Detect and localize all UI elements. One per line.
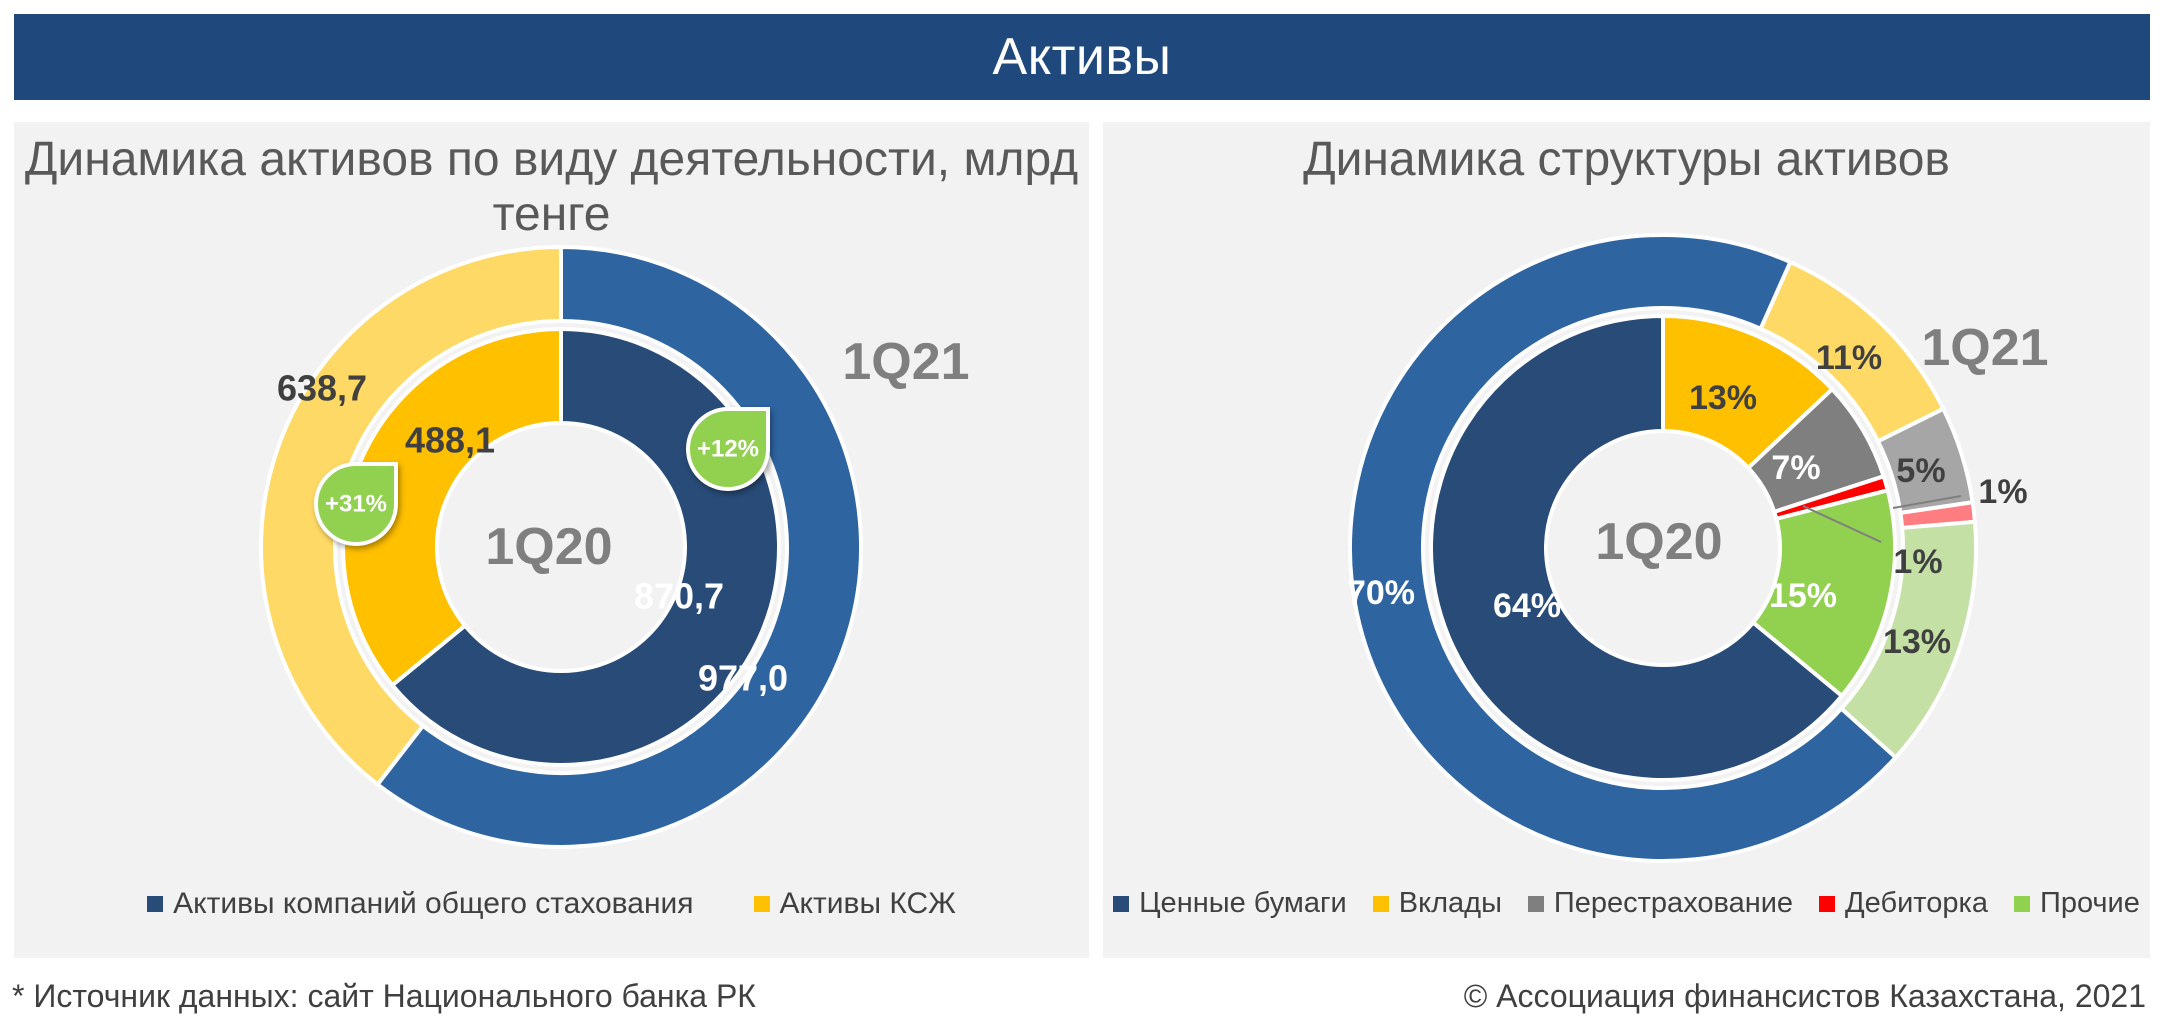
- header-banner: Активы: [14, 14, 2150, 100]
- legend-item: Ценные бумаги: [1113, 887, 1347, 920]
- inner-ring-slice: [1750, 487, 1897, 699]
- assets-structure-chart: 64% 13% 7% 15% 70% 11% 5% 13% 1% 1% 1Q20 1Q21: [1347, 233, 2049, 863]
- chart-legend: Ценные бумаги Вклады Перестрахование Деб…: [1103, 887, 2150, 920]
- data-label: 70%: [1347, 574, 1415, 612]
- data-label: 64%: [1493, 587, 1561, 625]
- data-label: 11%: [1816, 339, 1882, 377]
- legend-item: Дебиторка: [1819, 887, 1988, 920]
- legend-item: Активы компаний общего стахования: [147, 887, 694, 921]
- ring-label: 1Q20: [485, 518, 612, 576]
- data-label: 638,7: [277, 368, 367, 409]
- data-label: 488,1: [405, 420, 495, 461]
- legend-item: Вклады: [1372, 887, 1502, 920]
- growth-badge-shape: [313, 462, 398, 547]
- legend-label: Активы КСЖ: [779, 887, 956, 920]
- legend-swatch: [2013, 895, 2030, 912]
- outer-ring-slice: [374, 244, 863, 849]
- growth-badge: +12%: [685, 407, 770, 492]
- legend-swatch: [1113, 895, 1130, 912]
- data-label: 7%: [1771, 449, 1820, 487]
- source-note: * Источник данных: сайт Национального ба…: [12, 978, 756, 1014]
- data-label: 1%: [1978, 473, 2027, 511]
- legend-swatch: [1819, 895, 1836, 912]
- legend-label: Вклады: [1398, 887, 1502, 919]
- legend-swatch: [147, 896, 164, 912]
- data-label: 13%: [1689, 379, 1757, 417]
- growth-badge: +31%: [313, 462, 398, 547]
- inner-ring-slice: [1429, 313, 1845, 782]
- legend-label: Прочие: [2039, 887, 2140, 919]
- ring-label: 1Q21: [842, 333, 969, 391]
- chart-legend: Активы компаний общего стахования Активы…: [14, 887, 1089, 921]
- legend-item: Прочие: [2013, 887, 2140, 920]
- data-label: 1%: [1893, 543, 1942, 581]
- legend-swatch: [1372, 895, 1389, 912]
- outer-ring-slice: [259, 244, 563, 788]
- chart-title: Динамика активов по виду деятельности, м…: [24, 133, 1079, 241]
- legend-label: Ценные бумаги: [1139, 887, 1347, 919]
- legend-label: Активы компаний общего стахования: [173, 887, 694, 920]
- assets-structure-panel: Динамика структуры активов 64% 13% 7% 15% 70…: [1103, 122, 2150, 958]
- legend-item: Активы КСЖ: [753, 887, 956, 921]
- data-label: 15%: [1769, 577, 1837, 615]
- leader-line: [1892, 495, 1962, 509]
- assets-by-activity-panel: Динамика активов по виду деятельности, м…: [14, 122, 1089, 958]
- leader-line: [1802, 505, 1882, 543]
- growth-badge-label: +31%: [325, 491, 387, 518]
- data-label: 13%: [1883, 623, 1951, 661]
- data-label: 977,0: [698, 658, 788, 699]
- ring-label: 1Q21: [1921, 319, 2048, 377]
- growth-badge-shape: [685, 407, 770, 492]
- legend-item: Перестрахование: [1527, 887, 1794, 920]
- data-label: 5%: [1896, 452, 1945, 490]
- ring-label: 1Q20: [1595, 513, 1722, 571]
- data-label: 870,7: [634, 576, 724, 617]
- outer-ring-slice: [1348, 233, 1899, 863]
- inner-ring-slice: [341, 326, 563, 688]
- legend-label: Перестрахование: [1553, 887, 1794, 919]
- chart-title: Динамика структуры активов: [1303, 133, 1950, 186]
- assets-by-activity-chart: 870,7 488,1 977,0 638,7 1Q20 1Q21 +12% +31%: [259, 244, 970, 849]
- growth-badge-label: +12%: [697, 436, 759, 463]
- legend-swatch: [753, 896, 770, 912]
- copyright-note: © Ассоциация финансистов Казахстана, 202…: [1463, 978, 2146, 1014]
- legend-swatch: [1527, 895, 1544, 912]
- header-title: Активы: [992, 28, 1172, 86]
- legend-label: Дебиторка: [1845, 887, 1988, 919]
